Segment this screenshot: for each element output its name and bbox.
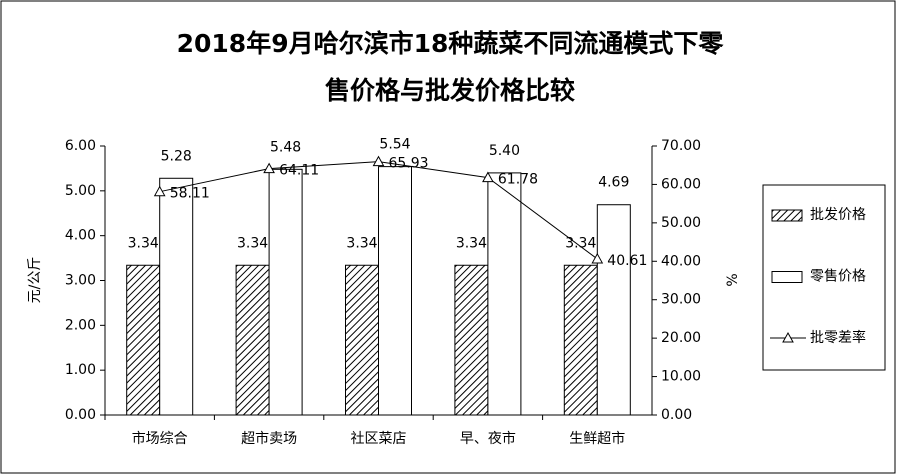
data-label: 40.61 [607, 253, 647, 269]
bar [159, 177, 194, 416]
y-tick-label: 2.00 [65, 317, 96, 333]
y2-tick-label: 30.00 [661, 292, 701, 308]
y2-tick-label: 0.00 [661, 407, 692, 423]
y-tick-label: 4.00 [65, 228, 96, 244]
bar [345, 264, 379, 416]
data-label: 5.54 [379, 137, 410, 153]
x-tick-label: 市场综合 [132, 430, 188, 447]
legend-swatch [771, 271, 803, 283]
legend-label: 批发价格 [810, 207, 866, 223]
y2-tick-label: 50.00 [661, 215, 701, 231]
bar [126, 264, 161, 416]
y2-tick-label: 10.00 [661, 369, 701, 385]
bar [268, 168, 303, 416]
y2-tick-label: 20.00 [661, 330, 701, 346]
x-tick-label: 超市卖场 [241, 430, 297, 447]
y-tick-label: 1.00 [65, 362, 96, 378]
y-tick-label: 3.00 [65, 273, 96, 289]
legend-label: 批零差率 [810, 329, 866, 346]
marker [372, 155, 385, 167]
data-label: 65.93 [389, 156, 429, 172]
data-label: 64.11 [279, 163, 319, 179]
bar [563, 264, 598, 416]
y-tick-label: 5.00 [65, 183, 96, 199]
legend-swatch [771, 209, 803, 222]
bar [596, 204, 631, 416]
bar [235, 264, 270, 416]
data-label: 5.48 [270, 139, 301, 155]
x-tick-label: 社区菜店 [351, 431, 407, 447]
legend-label: 零售价格 [810, 269, 866, 285]
data-label: 3.34 [456, 235, 487, 251]
legend-marker [782, 331, 794, 343]
y2-axis-label: % [725, 273, 741, 286]
bar [378, 166, 412, 416]
y2-tick-label: 40.00 [661, 253, 701, 269]
data-label: 5.28 [161, 148, 192, 164]
marker [482, 171, 494, 183]
data-label: 3.34 [128, 235, 159, 251]
y-tick-label: 0.00 [65, 407, 96, 423]
marker [591, 252, 604, 264]
data-label: 4.69 [598, 175, 629, 191]
data-label: 3.34 [237, 235, 268, 251]
data-label: 58.11 [170, 186, 210, 202]
x-tick-label: 生鲜超市 [569, 430, 625, 447]
chart-title: 2018年9月哈尔滨市18种蔬菜不同流通模式下零 [177, 29, 725, 58]
x-tick-label: 早、夜市 [460, 430, 516, 447]
data-label: 61.78 [498, 172, 538, 188]
data-label: 5.40 [489, 143, 520, 159]
marker [263, 162, 275, 174]
marker [153, 185, 166, 197]
data-label: 3.34 [565, 235, 596, 251]
chart-title: 售价格与批发价格比较 [325, 76, 575, 105]
bar [487, 172, 522, 416]
bar [454, 264, 489, 416]
y-tick-label: 6.00 [65, 138, 96, 154]
y2-tick-label: 60.00 [661, 176, 701, 192]
y-axis-label: 元/公斤 [27, 257, 43, 304]
data-label: 3.34 [346, 235, 377, 251]
y2-tick-label: 70.00 [661, 138, 701, 154]
